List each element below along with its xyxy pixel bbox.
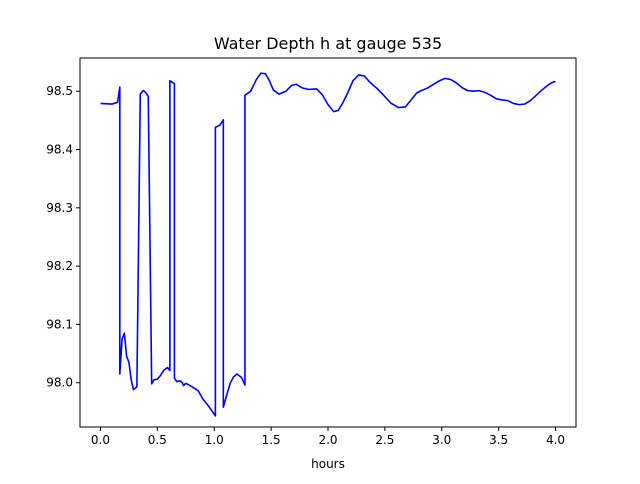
chart-title: Water Depth h at gauge 535: [214, 34, 442, 53]
x-tick-label: 2.0: [318, 433, 337, 447]
x-tick-label: 2.5: [375, 433, 394, 447]
x-tick-label: 1.0: [205, 433, 224, 447]
x-tick-label: 3.0: [432, 433, 451, 447]
x-axis-label: hours: [311, 457, 345, 471]
x-tick-label: 4.0: [546, 433, 565, 447]
x-tick-label: 0.5: [148, 433, 167, 447]
series-line-0: [100, 72, 556, 417]
axes: 0.0 0.5 1.0 1.5 2.0 2.5 3.0 3.5 4.0 98.0 98.1 98.2 9…: [46, 57, 577, 447]
x-tick-label: 3.5: [489, 433, 508, 447]
y-tick-label: 98.2: [46, 259, 73, 273]
y-tick-label: 98.3: [46, 201, 73, 215]
y-tick-label: 98.0: [46, 376, 73, 390]
y-tick-label: 98.1: [46, 317, 73, 331]
y-tick-label: 98.4: [46, 143, 73, 157]
y-tick-label: 98.5: [46, 84, 73, 98]
x-tick-label: 1.5: [262, 433, 281, 447]
x-tick-label: 0.0: [91, 433, 110, 447]
plot-area: [100, 72, 556, 417]
